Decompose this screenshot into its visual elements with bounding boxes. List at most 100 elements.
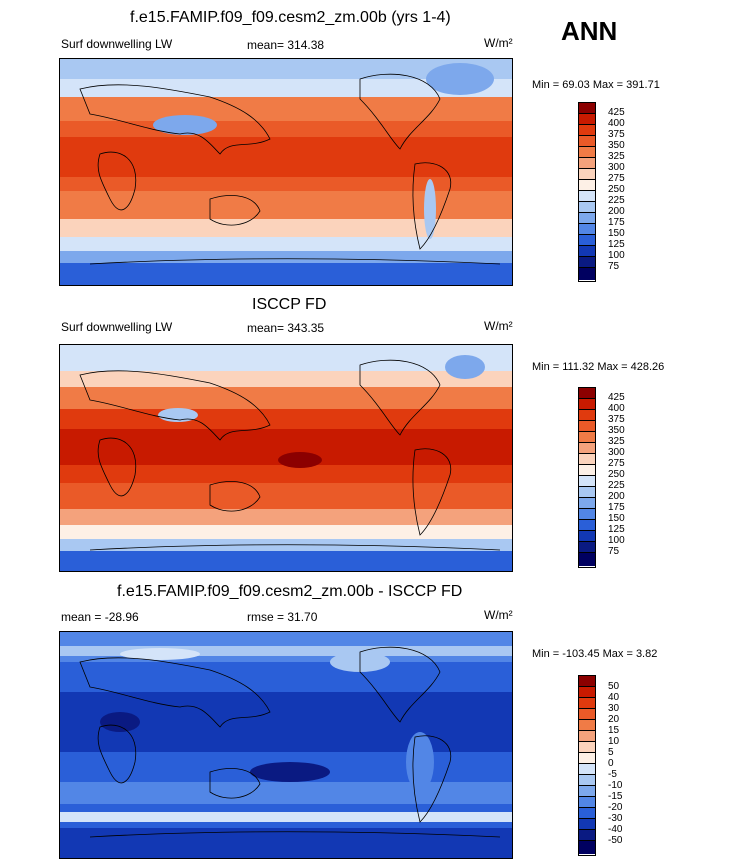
panel-1-minmax: Min = 69.03 Max = 391.71 [532, 79, 660, 91]
panel-3-colorbar-label: 30 [608, 703, 620, 714]
panel-2-colorbar-label: 75 [608, 546, 620, 557]
panel-2-colorbar-cell [579, 454, 595, 465]
panel-1-units: W/m² [484, 36, 513, 50]
panel-3-colorbar-cell [579, 830, 595, 841]
panel-3-colorbar-label: 10 [608, 736, 620, 747]
panel-3-colorbar-cell [579, 775, 595, 786]
panel-3-colorbar-label: -20 [608, 802, 623, 813]
panel-2-colorbar-cell [579, 498, 595, 509]
panel-3-colorbar-cell [579, 698, 595, 709]
panel-2-colorbar-label: 375 [608, 414, 625, 425]
panel-1-colorbar-cell [579, 147, 595, 158]
panel-1-colorbar-label: 375 [608, 129, 625, 140]
panel-2-minmax: Min = 111.32 Max = 428.26 [532, 361, 665, 373]
panel-1-colorbar-cell [579, 246, 595, 257]
panel-3-colorbar-label: -5 [608, 769, 617, 780]
panel-2-colorbar-cell [579, 542, 595, 553]
panel-3-map-svg [60, 632, 512, 858]
panel-1-colorbar-cell [579, 235, 595, 246]
panel-3-colorbar-label: 40 [608, 692, 620, 703]
panel-3-colorbar-label: 15 [608, 725, 620, 736]
panel-2-colorbar-cell [579, 465, 595, 476]
panel-1-colorbar-cell [579, 136, 595, 147]
panel-2-colorbar-label: 325 [608, 436, 625, 447]
panel-3-colorbar-cell [579, 819, 595, 830]
panel-3-colorbar [578, 675, 596, 856]
panel-2-colorbar-cell [579, 509, 595, 520]
panel-1-left-label: Surf downwelling LW [61, 37, 173, 51]
panel-1-colorbar [578, 102, 596, 282]
panel-3-colorbar-cell [579, 742, 595, 753]
panel-3-colorbar-label: 5 [608, 747, 614, 758]
panel-3-title: f.e15.FAMIP.f09_f09.cesm2_zm.00b - ISCCP… [117, 583, 463, 600]
panel-3-colorbar-cell [579, 764, 595, 775]
panel-1-colorbar-label: 300 [608, 162, 625, 173]
panel-1-colorbar-cell [579, 224, 595, 235]
panel-2-colorbar-label: 300 [608, 447, 625, 458]
panel-2-colorbar-label: 400 [608, 403, 625, 414]
panel-3-colorbar-cell [579, 753, 595, 764]
panel-3-colorbar-label: -30 [608, 813, 623, 824]
panel-2-title: ISCCP FD [252, 296, 327, 313]
panel-3-colorbar-cell [579, 676, 595, 687]
panel-1-colorbar-label: 350 [608, 140, 625, 151]
panel-1-colorbar-label: 175 [608, 217, 625, 228]
panel-1-colorbar-cell [579, 103, 595, 114]
panel-2-colorbar-cell [579, 410, 595, 421]
panel-3-map [59, 631, 513, 859]
panel-1-colorbar-label: 250 [608, 184, 625, 195]
panel-3-colorbar-cell [579, 808, 595, 819]
panel-3-colorbar-label: -15 [608, 791, 623, 802]
panel-2-colorbar-cell [579, 388, 595, 399]
panel-3-units: W/m² [484, 608, 513, 622]
panel-3-colorbar-label: -50 [608, 835, 623, 846]
panel-1-colorbar-cell [579, 180, 595, 191]
panel-2-map [59, 344, 513, 572]
panel-3-colorbar-cell [579, 709, 595, 720]
panel-3-colorbar-cell [579, 841, 595, 854]
panel-2-left-label: Surf downwelling LW [61, 320, 173, 334]
panel-3-colorbar-cell [579, 731, 595, 742]
panel-1-colorbar-cell [579, 158, 595, 169]
panel-3-colorbar-label: 0 [608, 758, 614, 769]
panel-1-mean: mean= 314.38 [247, 38, 325, 52]
panel-3-minmax: Min = -103.45 Max = 3.82 [532, 648, 658, 660]
panel-1-colorbar-label: 100 [608, 250, 625, 261]
panel-2-units: W/m² [484, 319, 513, 333]
panel-2-colorbar-label: 100 [608, 535, 625, 546]
panel-1-map [59, 58, 513, 286]
panel-3-colorbar-label: -40 [608, 824, 623, 835]
panel-2-colorbar-label: 350 [608, 425, 625, 436]
panel-2-colorbar-cell [579, 553, 595, 566]
panel-3-mean: mean = -28.96 [61, 610, 139, 624]
panel-1-colorbar-label: 275 [608, 173, 625, 184]
panel-2-mean: mean= 343.35 [247, 321, 325, 335]
panel-3-colorbar-cell [579, 786, 595, 797]
panel-1-colorbar-cell [579, 125, 595, 136]
panel-2-colorbar-label: 125 [608, 524, 625, 535]
panel-2-colorbar-label: 275 [608, 458, 625, 469]
panel-2-colorbar-label: 175 [608, 502, 625, 513]
panel-3-colorbar-cell [579, 720, 595, 731]
panel-1-colorbar-label: 425 [608, 107, 625, 118]
panel-2-colorbar-cell [579, 399, 595, 410]
panel-2-map-svg [60, 345, 512, 571]
panel-2-colorbar-cell [579, 443, 595, 454]
panel-2-colorbar-label: 200 [608, 491, 625, 502]
panel-1-colorbar-label: 125 [608, 239, 625, 250]
panel-2-colorbar-cell [579, 421, 595, 432]
panel-1-colorbar-cell [579, 169, 595, 180]
panel-2-colorbar-label: 425 [608, 392, 625, 403]
panel-1-colorbar-label: 400 [608, 118, 625, 129]
panel-3-colorbar-label: 50 [608, 681, 620, 692]
panel-1-colorbar-label: 200 [608, 206, 625, 217]
panel-1-colorbar-cell [579, 191, 595, 202]
panel-2-colorbar-label: 250 [608, 469, 625, 480]
season-label: ANN [561, 16, 618, 46]
panel-3-colorbar-cell [579, 797, 595, 808]
panel-3-colorbar-label: -10 [608, 780, 623, 791]
panel-2-colorbar-cell [579, 432, 595, 443]
panel-2-colorbar-label: 150 [608, 513, 625, 524]
panel-1-colorbar-label: 150 [608, 228, 625, 239]
panel-1-colorbar-cell [579, 202, 595, 213]
